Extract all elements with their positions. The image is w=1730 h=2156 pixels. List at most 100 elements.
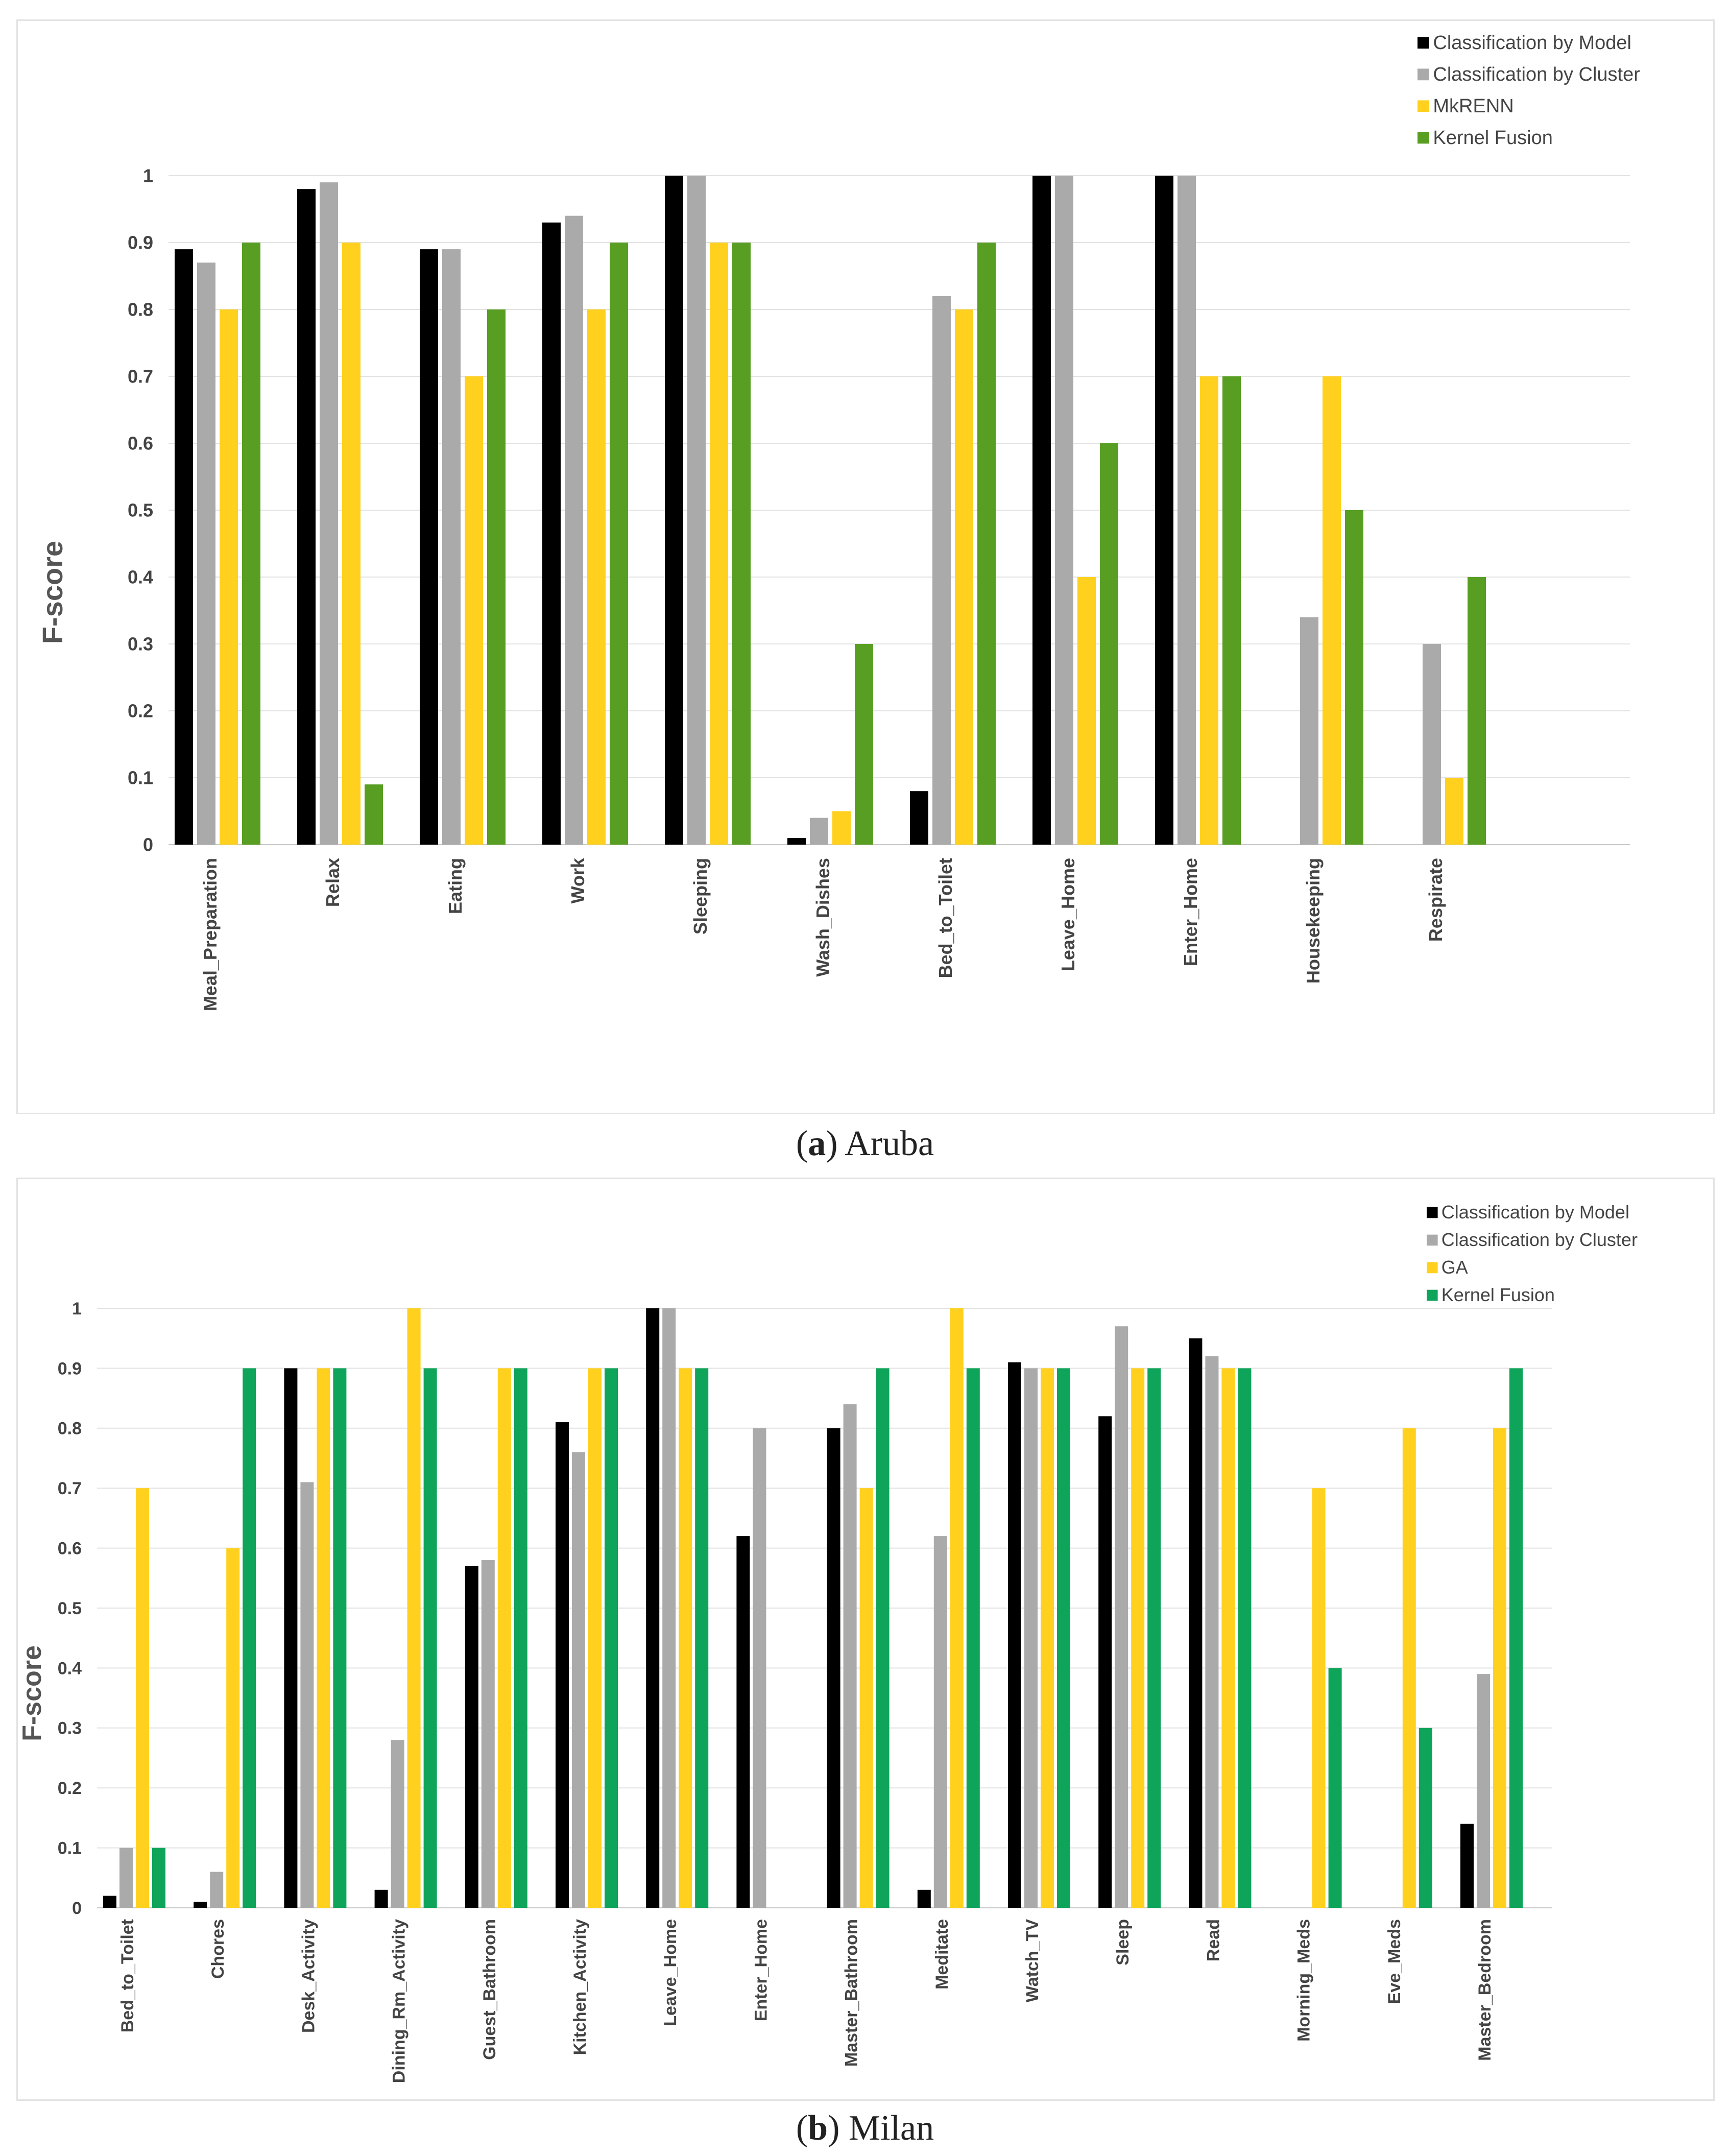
milan-bar xyxy=(917,1889,931,1908)
milan-y-tick-label: 0.2 xyxy=(58,1779,82,1798)
aruba-legend-label: MkRENN xyxy=(1433,95,1513,117)
aruba-bar xyxy=(1345,510,1363,845)
milan-category-label: Enter_Home xyxy=(751,1919,771,2021)
caption-aruba: (a) Aruba xyxy=(796,1124,934,1163)
milan-legend-label: Kernel Fusion xyxy=(1441,1284,1555,1305)
milan-category-label: Master_Bathroom xyxy=(842,1919,861,2067)
aruba-y-tick-label: 0.7 xyxy=(128,366,153,387)
milan-bar xyxy=(933,1536,947,1908)
milan-bar xyxy=(556,1422,569,1908)
aruba-bar xyxy=(1468,577,1486,845)
aruba-bar xyxy=(855,644,873,845)
milan-y-tick-label: 0.8 xyxy=(58,1419,82,1439)
aruba-y-tick-label: 0 xyxy=(143,834,153,855)
aruba-legend-swatch xyxy=(1417,132,1429,144)
milan-bar xyxy=(119,1848,133,1908)
milan-category-label: Master_Bedroom xyxy=(1475,1919,1495,2061)
milan-bar xyxy=(210,1872,224,1908)
aruba-bar xyxy=(197,262,215,845)
milan-bar xyxy=(226,1548,240,1908)
aruba-bar xyxy=(665,176,683,845)
aruba-bar xyxy=(1055,176,1073,845)
aruba-legend-label: Classification by Model xyxy=(1433,32,1631,54)
aruba-bar xyxy=(1222,376,1241,845)
aruba-bar xyxy=(220,309,238,845)
aruba-bar xyxy=(955,309,973,845)
milan-bar xyxy=(1419,1728,1432,1908)
aruba-bar xyxy=(242,243,260,845)
aruba-category-label: Enter_Home xyxy=(1180,858,1201,966)
aruba-bar xyxy=(932,296,951,845)
milan-bar xyxy=(1008,1362,1021,1908)
milan-bar xyxy=(465,1566,478,1908)
milan-bar xyxy=(843,1404,857,1908)
milan-bar xyxy=(695,1368,709,1908)
milan-category-label: Guest_Bathroom xyxy=(480,1919,499,2060)
aruba-bar xyxy=(342,243,361,845)
aruba-bar xyxy=(1155,176,1173,845)
aruba-bar xyxy=(1300,617,1318,845)
milan-category-label: Leave_Home xyxy=(661,1919,680,2026)
aruba-bar xyxy=(1200,376,1218,845)
caption-milan-title: Milan xyxy=(848,2109,934,2148)
milan-bar xyxy=(1221,1368,1235,1908)
caption-aruba-label: a xyxy=(808,1124,826,1163)
aruba-legend-label: Kernel Fusion xyxy=(1433,127,1552,149)
milan-bar xyxy=(1493,1428,1506,1908)
milan-legend-swatch xyxy=(1427,1234,1438,1246)
milan-y-tick-label: 0.1 xyxy=(58,1839,82,1858)
milan-category-label: Meditate xyxy=(932,1919,952,1990)
aruba-category-label: Wash_Dishes xyxy=(812,858,833,977)
milan-bar xyxy=(1147,1368,1161,1908)
milan-bar xyxy=(136,1488,149,1908)
aruba-bar xyxy=(710,243,728,845)
aruba-category-label: Respirate xyxy=(1425,858,1446,942)
milan-category-label: Watch_TV xyxy=(1023,1919,1042,2002)
aruba-bar xyxy=(687,176,706,845)
caption-milan-label: b xyxy=(808,2109,828,2148)
aruba-bar xyxy=(587,309,606,845)
aruba-y-tick-label: 0.5 xyxy=(128,500,153,521)
aruba-bar xyxy=(1323,376,1341,845)
aruba-category-label: Relax xyxy=(322,858,343,907)
aruba-legend-swatch xyxy=(1417,100,1429,112)
milan-bar xyxy=(966,1368,980,1908)
milan-category-label: Bed_to_Toilet xyxy=(118,1919,137,2032)
milan-bar xyxy=(1098,1416,1112,1908)
aruba-legend-swatch xyxy=(1417,68,1429,81)
milan-bar xyxy=(1205,1356,1219,1908)
aruba-bar xyxy=(465,376,483,845)
aruba-bar xyxy=(787,837,806,845)
aruba-legend-swatch xyxy=(1417,37,1429,49)
milan-bar xyxy=(317,1368,330,1908)
caption-milan: (b) Milan xyxy=(796,2109,934,2148)
milan-category-label: Dining_Rm_Activity xyxy=(390,1919,409,2083)
caption-aruba-title: Aruba xyxy=(845,1124,934,1163)
milan-bar xyxy=(605,1368,618,1908)
aruba-bar xyxy=(487,309,506,845)
milan-bar xyxy=(1402,1428,1416,1908)
milan-legend-swatch xyxy=(1427,1262,1438,1274)
milan-y-tick-label: 0.5 xyxy=(58,1599,82,1618)
milan-category-label: Morning_Meds xyxy=(1294,1919,1314,2042)
milan-bar xyxy=(736,1536,750,1908)
milan-bar xyxy=(514,1368,527,1908)
aruba-bar xyxy=(977,243,996,845)
milan-category-label: Desk_Activity xyxy=(299,1919,318,2033)
milan-legend-label: GA xyxy=(1441,1257,1468,1278)
aruba-y-tick-label: 0.2 xyxy=(128,701,153,722)
aruba-bar xyxy=(1032,176,1051,845)
milan-bar xyxy=(1024,1368,1038,1908)
milan-bar xyxy=(679,1368,692,1908)
aruba-bar xyxy=(542,222,561,845)
milan-y-axis-title: F-score xyxy=(17,1645,47,1741)
aruba-legend-label: Classification by Cluster xyxy=(1433,64,1640,85)
milan-bar xyxy=(662,1308,676,1908)
milan-bar xyxy=(753,1428,766,1908)
aruba-category-label: Eating xyxy=(445,858,466,914)
milan-y-tick-label: 0.6 xyxy=(58,1539,82,1559)
milan-category-label: Kitchen_Activity xyxy=(570,1919,590,2055)
milan-bar xyxy=(1477,1674,1490,1908)
milan-bar xyxy=(572,1452,585,1908)
